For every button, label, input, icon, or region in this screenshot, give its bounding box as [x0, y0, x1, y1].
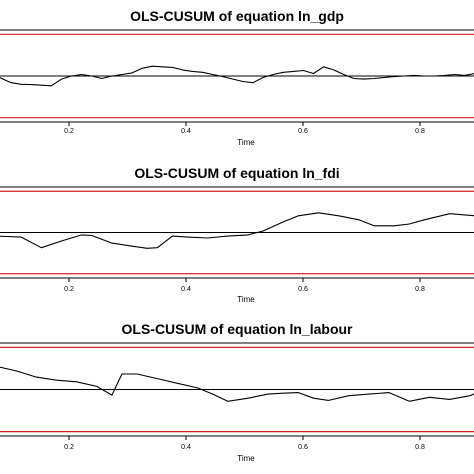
- cusum-panel-1: OLS-CUSUM of equation ln_gdp 0.2 0.4 0.6 0.8…: [0, 8, 474, 147]
- plot-frame: [0, 29, 474, 123]
- cusum-series-line: [0, 212, 474, 249]
- x-axis-label: Time: [237, 138, 255, 147]
- x-tick-label: 0.2: [64, 128, 74, 135]
- x-axis-label: Time: [237, 295, 255, 304]
- plot-frame: [0, 342, 474, 437]
- chart-title: OLS-CUSUM of equation ln_fdi: [134, 165, 339, 181]
- cusum-series-line: [0, 65, 474, 87]
- x-tick-label: 0.8: [415, 444, 425, 451]
- x-axis-label: Time: [237, 454, 255, 463]
- x-tick-label: 0.6: [298, 444, 308, 451]
- cusum-panel-2: OLS-CUSUM of equation ln_fdi 0.2 0.4 0.6 0.8…: [0, 165, 474, 304]
- x-tick-label: 0.4: [181, 128, 191, 135]
- x-tick-label: 0.2: [64, 444, 74, 451]
- plot-frame: [0, 186, 474, 279]
- cusum-panel-3: OLS-CUSUM of equation ln_labour 0.2 0.4 0.6…: [0, 321, 474, 463]
- x-tick-label: 0.8: [415, 128, 425, 135]
- x-tick-label: 0.4: [181, 286, 191, 293]
- x-tick-label: 0.8: [415, 286, 425, 293]
- chart-title: OLS-CUSUM of equation ln_labour: [122, 321, 354, 337]
- x-tick-label: 0.2: [64, 286, 74, 293]
- x-tick-label: 0.6: [298, 286, 308, 293]
- x-tick-label: 0.4: [181, 444, 191, 451]
- x-tick-label: 0.6: [298, 128, 308, 135]
- chart-title: OLS-CUSUM of equation ln_gdp: [130, 8, 344, 24]
- cusum-series-line: [0, 366, 474, 402]
